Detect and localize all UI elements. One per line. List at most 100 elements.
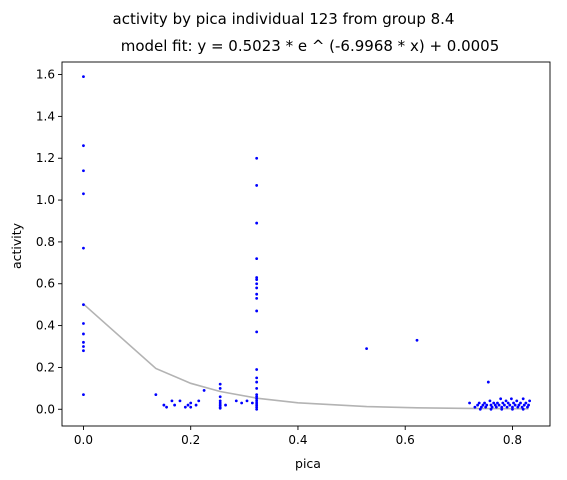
data-point — [365, 347, 368, 350]
data-point — [524, 401, 528, 405]
y-axis-label: activity — [9, 222, 24, 269]
data-point — [82, 345, 85, 348]
axes-frame — [61, 61, 551, 427]
data-point — [478, 407, 482, 411]
data-point — [255, 286, 259, 290]
data-point — [255, 395, 259, 399]
data-point — [490, 405, 494, 409]
x-tick-label: 0.0 — [74, 433, 93, 447]
data-point — [189, 405, 193, 409]
data-point — [165, 405, 168, 409]
data-point — [234, 399, 238, 403]
data-point — [479, 405, 483, 409]
data-point — [250, 401, 254, 405]
data-point — [202, 389, 206, 392]
data-point — [505, 405, 509, 409]
data-point — [473, 405, 477, 409]
data-point — [519, 401, 522, 405]
data-point — [499, 397, 503, 401]
data-point — [500, 407, 504, 411]
data-point — [224, 403, 227, 407]
data-point — [504, 399, 508, 403]
data-point — [255, 156, 259, 160]
data-point — [218, 386, 222, 390]
data-point — [255, 296, 259, 300]
data-point — [497, 403, 501, 407]
y-tick-label: 1.0 — [36, 193, 55, 207]
chart-subtitle: model fit: y = 0.5023 * e ^ (-6.9968 * x… — [121, 37, 500, 55]
y-tick-label: 0.4 — [36, 319, 55, 333]
data-point — [255, 376, 259, 380]
y-tick-label: 1.2 — [36, 151, 55, 165]
data-point — [255, 309, 259, 313]
y-tick-label: 1.6 — [36, 68, 55, 82]
data-point — [82, 144, 85, 148]
data-point — [500, 405, 504, 409]
x-tick-label: 0.6 — [396, 433, 415, 447]
data-point — [522, 403, 526, 407]
data-point — [492, 401, 496, 405]
data-point — [154, 393, 158, 397]
data-point — [513, 403, 517, 407]
data-point — [526, 405, 529, 409]
data-point — [485, 403, 489, 407]
data-point — [494, 405, 498, 409]
data-point — [173, 403, 177, 407]
data-point — [178, 399, 182, 403]
data-point — [218, 399, 222, 403]
data-point — [511, 405, 514, 409]
data-point — [255, 407, 259, 411]
data-point — [516, 405, 520, 409]
data-point — [255, 278, 259, 281]
data-point — [255, 393, 259, 397]
data-point — [82, 393, 85, 397]
data-point — [255, 221, 259, 225]
data-point — [520, 405, 524, 409]
data-point — [493, 403, 497, 407]
data-point — [186, 403, 190, 407]
data-point — [255, 401, 259, 405]
data-point — [512, 401, 515, 405]
x-tick-label: 0.8 — [503, 433, 522, 447]
data-point — [255, 276, 259, 279]
data-point — [218, 406, 222, 410]
data-point — [82, 322, 85, 325]
data-point — [183, 405, 187, 409]
data-point — [484, 405, 488, 409]
data-point — [255, 184, 259, 187]
data-point — [170, 399, 174, 403]
data-point — [496, 401, 499, 405]
data-point — [82, 332, 85, 336]
chart-title: activity by pica individual 123 from gro… — [113, 10, 455, 28]
y-tick-label: 0.0 — [36, 402, 55, 416]
x-tick-label: 0.4 — [288, 433, 307, 447]
data-point — [240, 401, 244, 405]
data-point — [82, 303, 85, 307]
fit-line — [82, 303, 529, 410]
data-point — [82, 340, 85, 344]
data-point — [477, 401, 481, 405]
data-point — [218, 382, 222, 386]
data-point — [218, 395, 222, 399]
data-point — [489, 407, 493, 411]
data-point — [511, 407, 514, 411]
data-point — [245, 399, 249, 403]
data-point — [503, 403, 506, 407]
data-point — [82, 349, 85, 353]
y-tick-label: 1.4 — [36, 109, 55, 123]
data-point — [255, 368, 259, 371]
data-point — [218, 403, 222, 407]
data-point — [521, 397, 525, 401]
data-point — [515, 399, 519, 403]
data-point — [489, 403, 493, 407]
y-tick-label: 0.8 — [36, 235, 55, 249]
data-point — [255, 386, 259, 390]
data-point — [481, 403, 485, 407]
data-point — [488, 399, 492, 403]
data-point — [255, 403, 259, 407]
y-tick-label: 0.6 — [36, 277, 55, 291]
data-point — [255, 380, 259, 384]
data-point — [483, 401, 486, 405]
data-point — [82, 75, 85, 79]
